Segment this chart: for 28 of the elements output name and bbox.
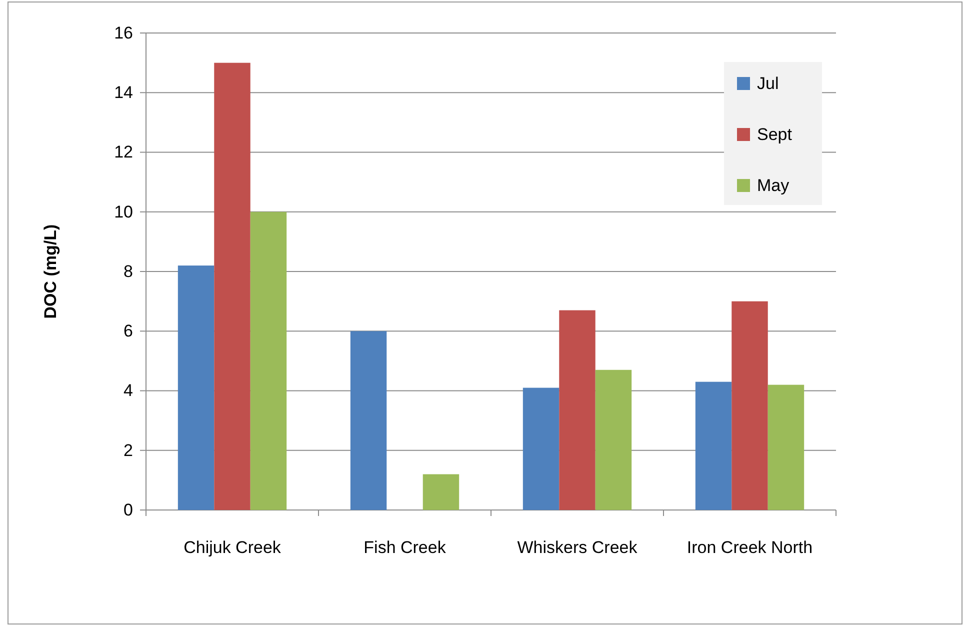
legend-label: May bbox=[757, 176, 790, 195]
x-tick-label: Iron Creek North bbox=[686, 538, 813, 557]
y-tick-label: 10 bbox=[114, 202, 133, 222]
y-tick-label: 8 bbox=[124, 262, 133, 281]
x-tick-label: Whiskers Creek bbox=[517, 538, 638, 557]
bar bbox=[178, 266, 214, 510]
y-tick-label: 12 bbox=[114, 142, 133, 162]
bar bbox=[695, 382, 732, 510]
legend-label: Jul bbox=[757, 74, 779, 93]
y-tick-label: 0 bbox=[124, 500, 133, 520]
bar bbox=[250, 212, 287, 510]
y-tick-label: 6 bbox=[124, 322, 133, 341]
y-tick-label: 14 bbox=[114, 83, 133, 102]
bar bbox=[350, 331, 387, 510]
y-tick-label: 4 bbox=[124, 381, 133, 400]
bar bbox=[522, 388, 560, 510]
bar bbox=[559, 310, 596, 510]
bar bbox=[595, 370, 632, 510]
x-tick-label: Chijuk Creek bbox=[184, 538, 282, 557]
bar bbox=[768, 384, 804, 510]
x-tick-label: Fish Creek bbox=[364, 538, 446, 557]
y-tick-label: 16 bbox=[114, 23, 133, 42]
bar bbox=[732, 301, 768, 510]
legend-label: Sept bbox=[757, 125, 792, 144]
bar bbox=[214, 62, 250, 510]
y-tick-label: 2 bbox=[124, 440, 133, 460]
bar bbox=[422, 474, 460, 510]
y-axis-title: DOC (mg/L) bbox=[41, 224, 60, 319]
